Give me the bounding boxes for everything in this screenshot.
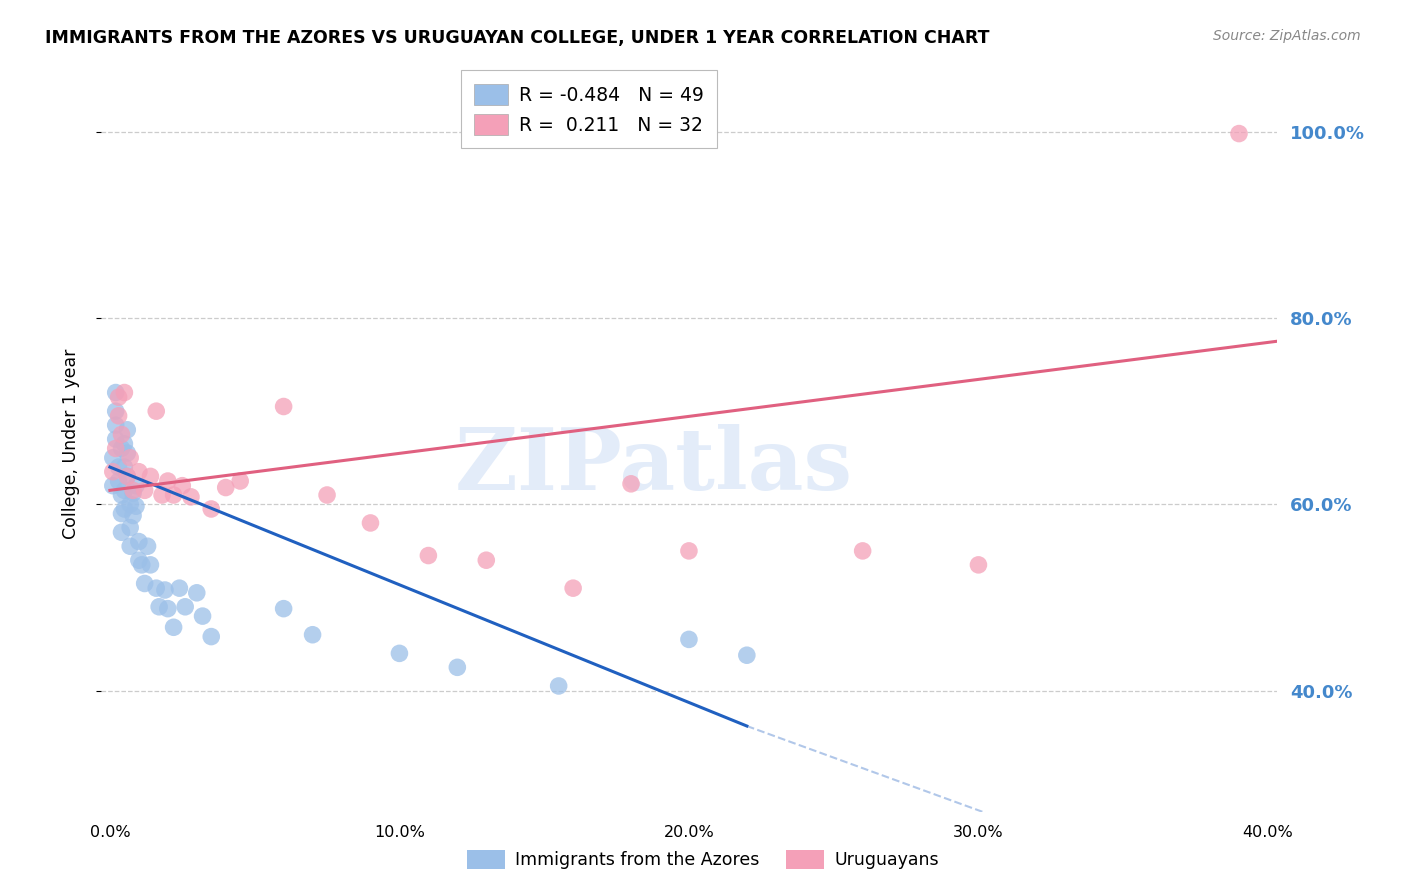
Point [145,404,167,418]
Point [117,446,139,460]
Point [117,469,139,483]
Point [215,481,238,495]
Text: Source: ZipAtlas.com: Source: ZipAtlas.com [1213,29,1361,43]
Point [145,581,167,595]
Point [139,469,162,483]
Point [678,544,700,558]
Point [735,648,758,663]
Point [104,404,127,418]
Point [301,628,323,642]
Point [174,599,197,614]
Point [139,558,162,572]
Point [547,679,569,693]
Point [200,630,222,644]
Point [112,460,135,475]
Point [967,558,990,572]
Point [162,488,184,502]
Point [273,400,295,414]
Text: IMMIGRANTS FROM THE AZORES VS URUGUAYAN COLLEGE, UNDER 1 YEAR CORRELATION CHART: IMMIGRANTS FROM THE AZORES VS URUGUAYAN … [45,29,990,46]
Point [180,490,202,504]
Point [128,534,150,549]
Point [101,478,124,492]
Point [475,553,498,567]
Point [101,450,124,465]
Point [112,437,135,451]
Point [156,601,179,615]
Point [122,486,145,500]
Point [128,553,150,567]
Text: ZIPatlas: ZIPatlas [454,424,852,508]
Point [134,576,156,591]
Point [148,599,170,614]
Point [446,660,468,674]
Legend: Immigrants from the Azores, Uruguayans: Immigrants from the Azores, Uruguayans [460,843,946,876]
Point [120,520,142,534]
Point [122,483,145,498]
Point [852,544,875,558]
Point [136,539,159,553]
Y-axis label: College, Under 1 year: College, Under 1 year [62,349,80,539]
Point [120,450,142,465]
Legend: R = -0.484   N = 49, R =  0.211   N = 32: R = -0.484 N = 49, R = 0.211 N = 32 [461,70,717,148]
Point [169,581,191,595]
Point [156,474,179,488]
Point [110,507,132,521]
Point [172,478,194,492]
Point [316,488,339,502]
Point [107,474,129,488]
Point [125,499,148,513]
Point [128,465,150,479]
Point [110,442,132,456]
Point [186,586,208,600]
Point [104,385,127,400]
Point [107,409,129,423]
Point [1227,127,1250,141]
Point [120,539,142,553]
Point [104,432,127,446]
Point [620,476,643,491]
Point [678,632,700,647]
Point [229,474,252,488]
Point [112,502,135,516]
Point [117,469,139,483]
Point [131,558,153,572]
Point [273,601,295,615]
Point [104,442,127,456]
Point [134,483,156,498]
Point [104,418,127,433]
Point [120,497,142,511]
Point [388,646,411,660]
Point [112,385,135,400]
Point [101,465,124,479]
Point [110,488,132,502]
Point [418,549,440,563]
Point [112,483,135,498]
Point [359,516,381,530]
Point [122,508,145,523]
Point [153,582,176,597]
Point [562,581,585,595]
Point [150,488,173,502]
Point [107,390,129,404]
Point [107,460,129,475]
Point [110,427,132,442]
Point [162,620,184,634]
Point [110,525,132,540]
Point [200,502,222,516]
Point [191,609,214,624]
Point [117,423,139,437]
Point [125,478,148,492]
